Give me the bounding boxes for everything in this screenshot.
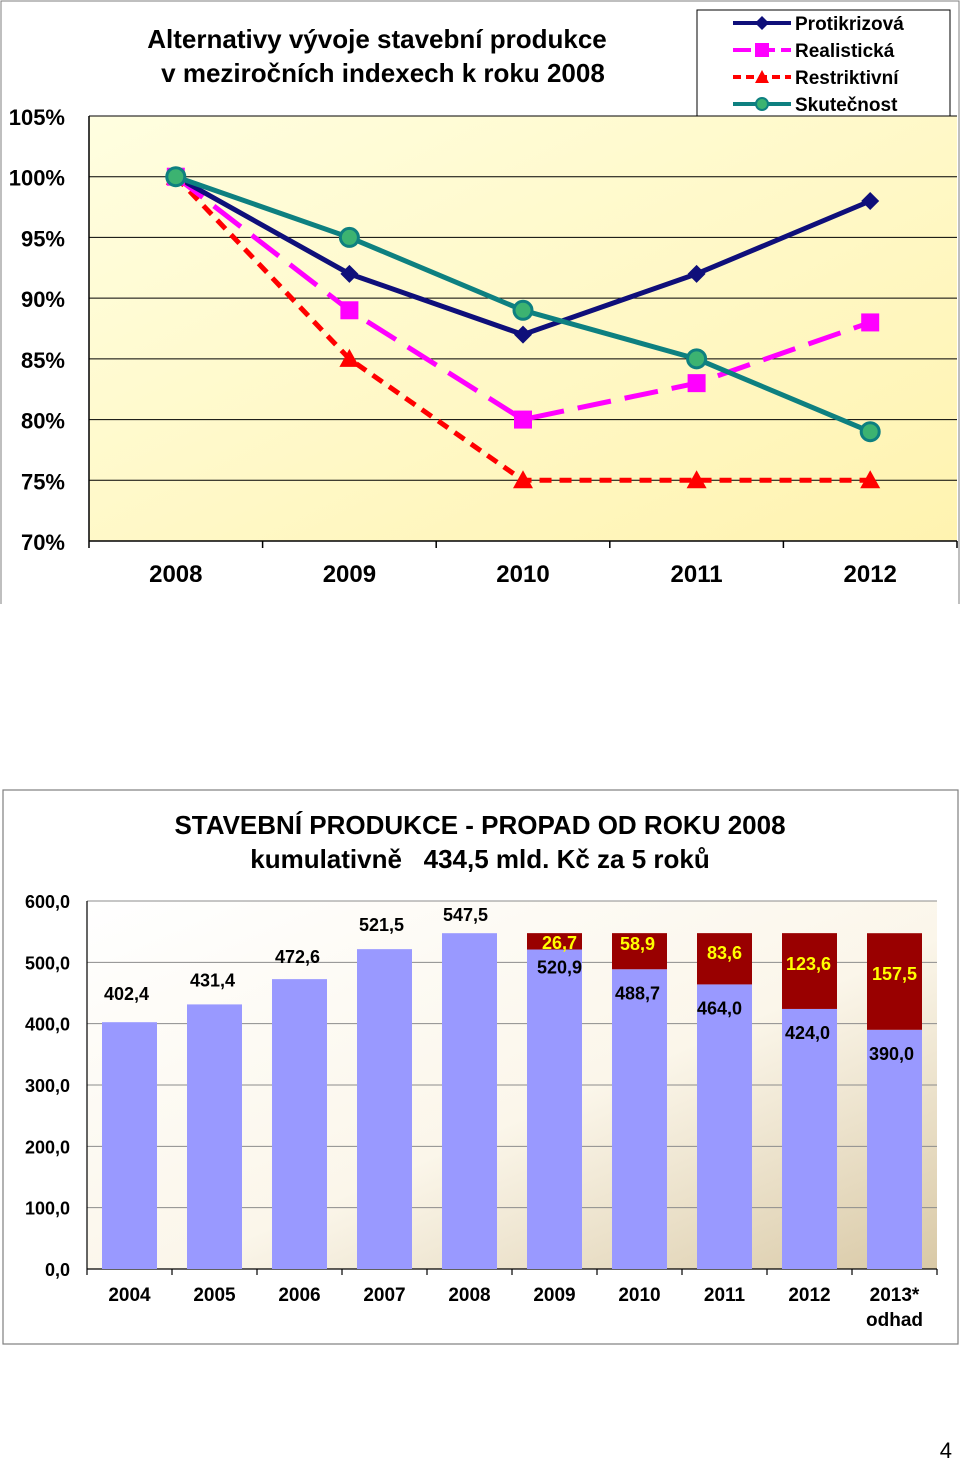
bar-value-label: 521,5 [359, 915, 404, 935]
x-tick-label: 2009 [323, 561, 376, 588]
series-line [174, 174, 872, 423]
data-point [686, 348, 708, 370]
y-tick-label: 400,0 [25, 1015, 70, 1035]
bar-chart: 600,0 500,0 400,0 300,0 200,0 100,0 0,0 2004 20… [2, 789, 959, 1345]
x-tick-label: 2008 [448, 1285, 490, 1306]
bar-value-label: 390,0 [869, 1044, 914, 1064]
bar-segment-production [357, 949, 412, 1269]
y-tick-label: 600,0 [25, 892, 70, 912]
bar-segment-production [697, 984, 752, 1269]
line-chart: 105% 100% 95% 90% 85% 80% 75% 70% 2008 2009 2010 2… [0, 0, 960, 604]
y-tick-label: 0,0 [45, 1260, 70, 1280]
bar-value-label: 424,0 [785, 1023, 830, 1043]
bar-segment-production [782, 1008, 837, 1269]
y-tick-label: 75% [21, 469, 65, 494]
data-point [165, 166, 187, 188]
bar-value-label: 547,5 [443, 905, 488, 925]
x-tick-label: 2004 [108, 1285, 151, 1306]
y-tick-label: 100% [9, 166, 65, 191]
data-point [861, 313, 880, 332]
bar-segment-loss [782, 933, 837, 1009]
data-point [340, 301, 359, 320]
y-tick-label: 95% [21, 226, 65, 251]
legend-label: Protikrizová [795, 14, 904, 35]
loss-value-label: 83,6 [707, 943, 742, 963]
bar-segment-loss [527, 933, 582, 950]
page-number: 4 [939, 1438, 952, 1463]
x-tick-label: 2009 [533, 1285, 575, 1306]
x-tick-label: 2011 [671, 561, 723, 588]
chart-title-line-1: STAVEBNÍ PRODUKCE - PROPAD OD ROKU 2008 [174, 810, 785, 840]
legend-marker [755, 43, 769, 57]
bar-value-label: 402,4 [104, 984, 149, 1004]
y-tick-label: 70% [21, 530, 65, 555]
data-point [514, 410, 532, 429]
chart-title-line-2: kumulativně 434,5 mld. Kč za 5 roků [250, 844, 710, 874]
legend-label: Restriktivní [795, 68, 899, 89]
x-tick-label: 2010 [618, 1285, 660, 1306]
y-tick-label: 80% [21, 409, 65, 434]
bar-segment-loss [697, 933, 752, 985]
data-point [860, 470, 881, 489]
y-tick-label: 105% [9, 105, 65, 130]
x-tick-label: 2012 [788, 1285, 830, 1306]
x-tick-sublabel: odhad [866, 1310, 923, 1331]
x-tick-label: 2012 [844, 561, 897, 588]
data-point [687, 264, 706, 283]
data-point [339, 348, 360, 367]
bar-segment-loss [867, 933, 922, 1030]
x-tick-label: 2010 [496, 561, 549, 588]
y-tick-label: 85% [21, 348, 65, 373]
data-point [340, 264, 359, 283]
chart-title-line-2: v meziročních indexech k roku 2008 [161, 58, 605, 88]
data-point [861, 192, 880, 210]
data-point [859, 421, 881, 443]
y-tick-label: 300,0 [25, 1076, 70, 1096]
x-tick-label: 2008 [149, 561, 202, 588]
bar-value-label: 520,9 [537, 958, 582, 978]
y-tick-label: 200,0 [25, 1137, 70, 1157]
legend-marker [755, 97, 769, 111]
loss-value-label: 26,7 [542, 933, 577, 953]
x-tick-label: 2011 [704, 1285, 746, 1306]
x-tick-label: 2005 [193, 1285, 236, 1306]
y-tick-label: 100,0 [25, 1199, 70, 1219]
data-point [338, 226, 360, 248]
legend-box [696, 9, 951, 117]
bar-segment-loss [612, 933, 667, 970]
legend-marker [755, 16, 769, 30]
loss-value-label: 58,9 [620, 934, 655, 954]
legend-label: Skutečnost [795, 95, 898, 116]
x-tick-label: 2007 [363, 1285, 405, 1306]
bar-value-label: 488,7 [615, 983, 660, 1003]
data-point [513, 470, 533, 489]
bar-value-label: 472,6 [275, 947, 320, 967]
bar-segment-production [612, 969, 667, 1269]
bar-value-label: 464,0 [697, 998, 742, 1018]
x-tick-label: 2006 [278, 1285, 320, 1306]
loss-value-label: 157,5 [872, 964, 917, 984]
chart-title-line-1: Alternativy vývoje stavební produkce [147, 24, 607, 54]
bar-segment-production [867, 1029, 922, 1269]
loss-value-label: 123,6 [786, 954, 831, 974]
bar-segment-production [527, 949, 582, 1269]
bar-value-label: 431,4 [190, 970, 235, 990]
x-tick-label: 2013* [870, 1285, 920, 1306]
bar-segment-production [187, 1004, 242, 1269]
bar-segment-production [272, 979, 327, 1269]
data-point [512, 299, 534, 321]
bar-segment-production [442, 933, 497, 1269]
y-tick-label: 500,0 [25, 953, 70, 973]
bar-segment-production [102, 1022, 157, 1269]
data-point [687, 374, 706, 393]
data-point [514, 325, 532, 344]
legend-label: Realistická [795, 41, 895, 62]
legend-marker [755, 70, 769, 83]
y-tick-label: 90% [21, 287, 65, 312]
data-point [686, 470, 707, 489]
legend: Protikrizová Realistická Restriktivní Skute… [696, 9, 951, 117]
